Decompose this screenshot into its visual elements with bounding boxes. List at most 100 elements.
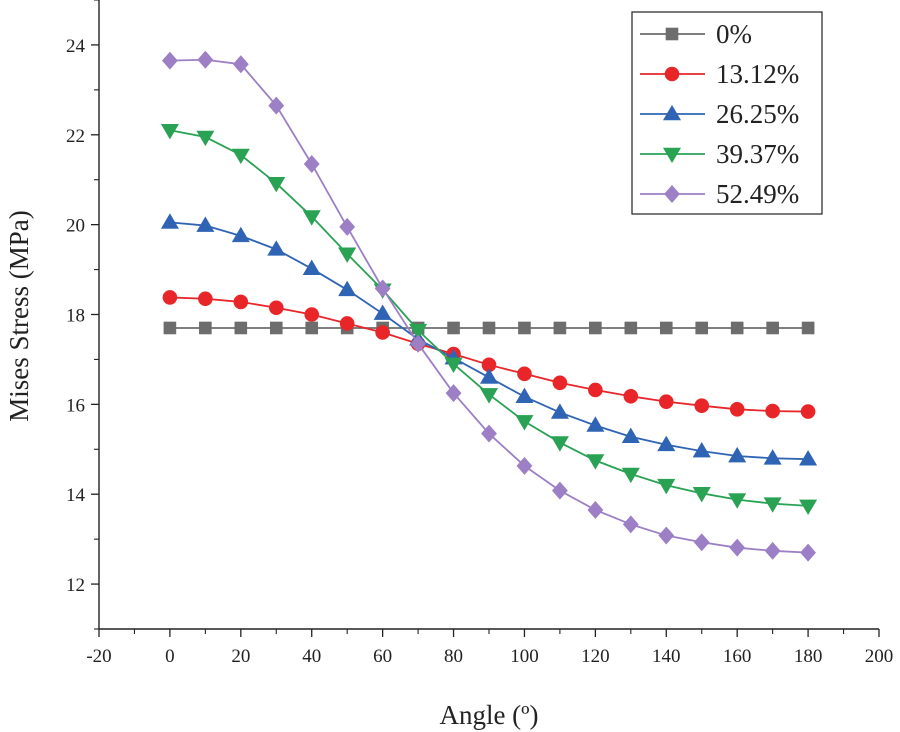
data-point bbox=[800, 543, 816, 562]
data-point bbox=[479, 368, 499, 384]
x-tick-label: 140 bbox=[652, 646, 681, 667]
data-point bbox=[338, 280, 357, 297]
data-point bbox=[268, 300, 284, 316]
y-tick-label: 18 bbox=[66, 306, 85, 327]
data-point bbox=[764, 541, 781, 560]
series-3 bbox=[160, 123, 818, 515]
legend-marker bbox=[665, 27, 679, 41]
data-point bbox=[447, 321, 460, 335]
data-point bbox=[198, 291, 213, 307]
series-4 bbox=[162, 50, 816, 562]
data-point bbox=[267, 240, 286, 256]
series-0 bbox=[163, 321, 815, 335]
data-point bbox=[199, 321, 212, 335]
legend-marker bbox=[662, 147, 682, 164]
data-point bbox=[302, 210, 321, 226]
data-point bbox=[657, 435, 676, 452]
data-point bbox=[267, 177, 286, 193]
legend-label: 39.37% bbox=[716, 139, 799, 169]
data-point bbox=[302, 259, 321, 275]
data-point bbox=[588, 382, 603, 398]
data-point bbox=[234, 321, 248, 335]
data-point bbox=[162, 51, 178, 70]
x-tick-label: 120 bbox=[581, 646, 610, 667]
data-point bbox=[163, 321, 177, 335]
data-point bbox=[550, 436, 569, 452]
x-tick-label: 180 bbox=[794, 646, 823, 667]
data-point bbox=[233, 294, 249, 310]
data-point bbox=[694, 398, 710, 414]
data-point bbox=[339, 316, 355, 331]
data-point bbox=[550, 403, 569, 419]
data-point bbox=[799, 450, 818, 466]
data-point bbox=[553, 321, 567, 335]
data-point bbox=[305, 321, 319, 335]
legend-label: 13.12% bbox=[716, 59, 799, 89]
data-point bbox=[160, 123, 179, 140]
y-tick-label: 20 bbox=[66, 216, 85, 237]
data-point bbox=[339, 217, 356, 236]
legend-item: 52.49% bbox=[640, 179, 799, 209]
data-point bbox=[552, 481, 568, 500]
data-point bbox=[269, 321, 283, 335]
data-point bbox=[800, 404, 816, 419]
data-point bbox=[586, 416, 605, 432]
data-point bbox=[693, 533, 710, 552]
legend-item: 39.37% bbox=[640, 139, 799, 169]
data-point bbox=[479, 388, 499, 404]
legend-label: 52.49% bbox=[716, 179, 799, 209]
data-point bbox=[552, 375, 568, 391]
x-tick-label: -20 bbox=[86, 646, 111, 667]
data-point bbox=[728, 446, 747, 463]
data-point bbox=[692, 487, 711, 503]
data-point bbox=[303, 155, 320, 173]
data-point bbox=[728, 493, 747, 509]
legend-marker bbox=[662, 104, 682, 121]
y-tick-label: 16 bbox=[66, 395, 85, 416]
axes: -20 0 20 40 60 80 100 120 140 160 180 200 12 14 16 18 20… bbox=[66, 0, 893, 667]
data-point bbox=[799, 499, 818, 515]
data-point bbox=[766, 321, 779, 335]
data-point bbox=[444, 357, 463, 374]
data-point bbox=[231, 148, 250, 165]
data-point bbox=[729, 401, 745, 417]
data-point bbox=[304, 307, 320, 322]
data-point bbox=[518, 321, 531, 335]
data-point bbox=[657, 478, 676, 495]
data-point bbox=[482, 321, 496, 335]
data-point bbox=[516, 456, 533, 475]
data-point bbox=[160, 213, 179, 229]
y-tick-label: 14 bbox=[66, 485, 86, 506]
legend-item: 26.25% bbox=[640, 99, 799, 129]
legend-item: 0% bbox=[640, 19, 752, 49]
x-tick-label: 100 bbox=[510, 646, 539, 667]
data-point bbox=[586, 454, 605, 470]
data-point bbox=[196, 130, 215, 147]
y-axis-title: Mises Stress (MPa) bbox=[4, 210, 34, 422]
x-tick-label: 0 bbox=[165, 646, 175, 667]
legend-label: 26.25% bbox=[716, 99, 799, 129]
x-tick-label: 60 bbox=[373, 646, 392, 667]
data-point bbox=[659, 321, 673, 335]
legend-box bbox=[631, 11, 823, 215]
data-point bbox=[765, 403, 780, 419]
data-point bbox=[621, 427, 640, 444]
y-tick-label: 24 bbox=[66, 36, 86, 57]
data-point bbox=[196, 216, 215, 232]
x-tick-label: 160 bbox=[723, 646, 752, 667]
legend-marker bbox=[664, 66, 680, 82]
data-point bbox=[232, 55, 249, 74]
legend: 0% 13.12% 26.25% 39.37% 52.49% bbox=[631, 11, 823, 215]
data-point bbox=[695, 321, 709, 335]
data-point bbox=[268, 96, 285, 115]
data-point bbox=[517, 366, 532, 382]
data-point bbox=[658, 526, 675, 545]
data-point bbox=[623, 388, 639, 404]
x-axis-title: Angle (º) bbox=[439, 700, 538, 730]
x-tick-label: 80 bbox=[444, 646, 463, 667]
data-point bbox=[587, 500, 604, 519]
data-point bbox=[729, 538, 746, 557]
data-point bbox=[373, 304, 392, 320]
data-point bbox=[197, 50, 214, 69]
